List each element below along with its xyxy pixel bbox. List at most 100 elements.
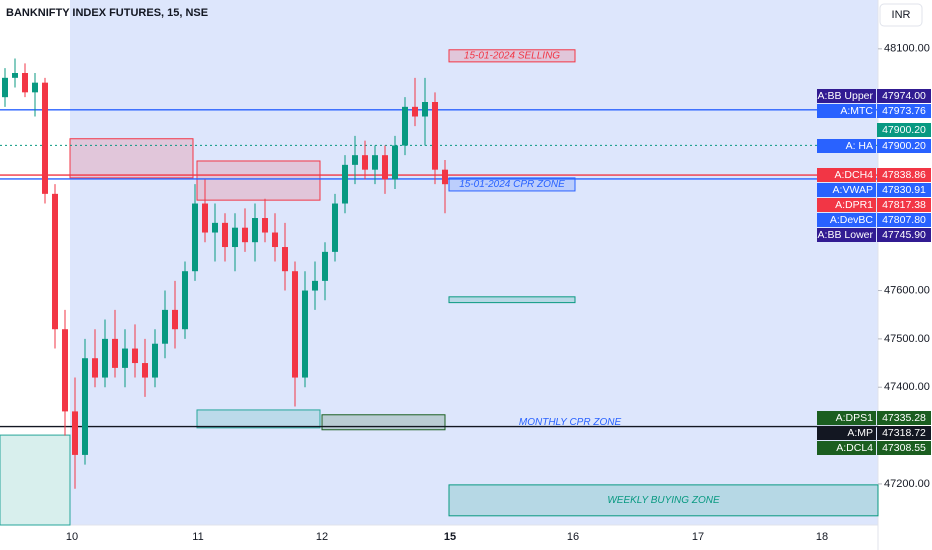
- zone-label: 15-01-2024 SELLING: [464, 50, 560, 61]
- zone: [448, 484, 879, 517]
- price-label-box: [877, 168, 931, 182]
- price-label-name: A:BB Lower: [818, 229, 874, 241]
- channel-background: [70, 0, 878, 525]
- price-label-name-box: [817, 168, 876, 182]
- price-label-box: [877, 139, 931, 153]
- candle-body: [302, 290, 308, 378]
- y-tick-label: 47400.00: [884, 381, 930, 393]
- y-tick-label: 47200.00: [884, 478, 930, 490]
- price-label-box: [877, 104, 931, 118]
- zone: [196, 409, 321, 429]
- candle-body: [152, 343, 158, 378]
- candle-body: [412, 106, 418, 117]
- price-label-name-box: [817, 426, 876, 440]
- price-label-value: 47974.00: [882, 90, 926, 102]
- zone-label: 15-01-2024 CPR ZONE: [459, 179, 565, 190]
- x-tick-label: 10: [66, 531, 78, 543]
- candle-body: [72, 411, 78, 455]
- candle-body: [132, 348, 138, 364]
- candles: [2, 58, 448, 489]
- price-label-value: 47318.72: [882, 427, 926, 439]
- y-tick-label: 47600.00: [884, 284, 930, 296]
- candle-body: [202, 203, 208, 233]
- price-label-value: 47973.76: [882, 105, 926, 117]
- candle-body: [312, 280, 318, 291]
- price-label-name-box: [817, 213, 876, 227]
- candle-body: [82, 358, 88, 455]
- candle-body: [372, 155, 378, 170]
- price-label-box: [877, 426, 931, 440]
- candle-body: [292, 271, 298, 378]
- price-label-box: [877, 183, 931, 197]
- candle-body: [272, 232, 278, 248]
- price-label-box: [877, 228, 931, 242]
- price-label-name: A:VWAP: [833, 184, 873, 196]
- price-label-box: [877, 198, 931, 212]
- candle-body: [122, 348, 128, 368]
- x-tick-label: 12: [316, 531, 328, 543]
- candle-body: [2, 77, 8, 98]
- price-label-name: A:DPR1: [835, 199, 873, 211]
- price-labels: 47974.00 A:BB Upper 47973.76 A:MTC 47900.20 4…: [817, 89, 931, 455]
- candle-body: [332, 203, 338, 252]
- price-label-value: 47745.90: [882, 229, 926, 241]
- price-label-box: [877, 213, 931, 227]
- candle-body: [442, 169, 448, 185]
- currency[interactable]: INR: [892, 9, 911, 21]
- candle-body: [162, 309, 168, 344]
- candle-body: [432, 102, 438, 170]
- price-label-box: [877, 411, 931, 425]
- candle-body: [42, 82, 48, 194]
- candle-body: [22, 72, 28, 93]
- currency-button[interactable]: [879, 3, 923, 27]
- axes: 47200.00 47400.00 47500.00 47600.00 48100.00…: [66, 43, 930, 543]
- candle-body: [12, 72, 18, 78]
- price-label-box: [877, 123, 931, 137]
- price-label-name-box: [817, 198, 876, 212]
- chart-title: BANKNIFTY INDEX FUTURES, 15, NSE: [6, 7, 208, 19]
- price-label-box: [877, 89, 931, 103]
- price-label-value: 47900.20: [882, 124, 926, 136]
- price-label-name: A:MP: [847, 427, 873, 439]
- price-label-name: A:DevBC: [830, 214, 874, 226]
- zone: [448, 49, 576, 63]
- zone-label: WEEKLY BUYING ZONE: [607, 495, 720, 506]
- zone-label: MONTHLY CPR ZONE: [519, 417, 622, 428]
- price-label-name-box: [817, 441, 876, 455]
- price-label-value: 47900.20: [882, 140, 926, 152]
- level-lines: [0, 109, 878, 428]
- candle-body: [192, 203, 198, 272]
- price-label-value: 47817.38: [882, 199, 926, 211]
- candle-body: [282, 247, 288, 272]
- zone: [69, 138, 194, 179]
- zone: [448, 177, 576, 192]
- zone: [0, 434, 71, 526]
- candle-body: [252, 218, 258, 243]
- price-label-value: 47335.28: [882, 412, 926, 424]
- x-tick-label: 18: [816, 531, 828, 543]
- candle-body: [102, 338, 108, 378]
- price-label-value: 47807.80: [882, 214, 926, 226]
- candle-body: [112, 338, 118, 368]
- price-label-name: A:DCH4: [834, 169, 873, 181]
- candle-body: [362, 155, 368, 170]
- candle-body: [32, 82, 38, 93]
- candle-body: [352, 155, 358, 165]
- price-label-name: A:BB Upper: [818, 90, 874, 102]
- candle-body: [182, 271, 188, 330]
- price-label-name: A:DPS1: [836, 412, 874, 424]
- zone: [321, 414, 446, 431]
- zone: [196, 160, 321, 201]
- candle-body: [172, 309, 178, 330]
- candle-body: [212, 222, 218, 233]
- candle-body: [62, 329, 68, 412]
- y-tick-label: 48100.00: [884, 43, 930, 55]
- candle-body: [262, 218, 268, 233]
- candle-body: [92, 358, 98, 378]
- candle-body: [392, 145, 398, 180]
- candle-body: [402, 106, 408, 146]
- price-label-name: A:DCL4: [836, 442, 873, 454]
- y-tick-label: 47500.00: [884, 333, 930, 345]
- x-tick-label: 16: [567, 531, 579, 543]
